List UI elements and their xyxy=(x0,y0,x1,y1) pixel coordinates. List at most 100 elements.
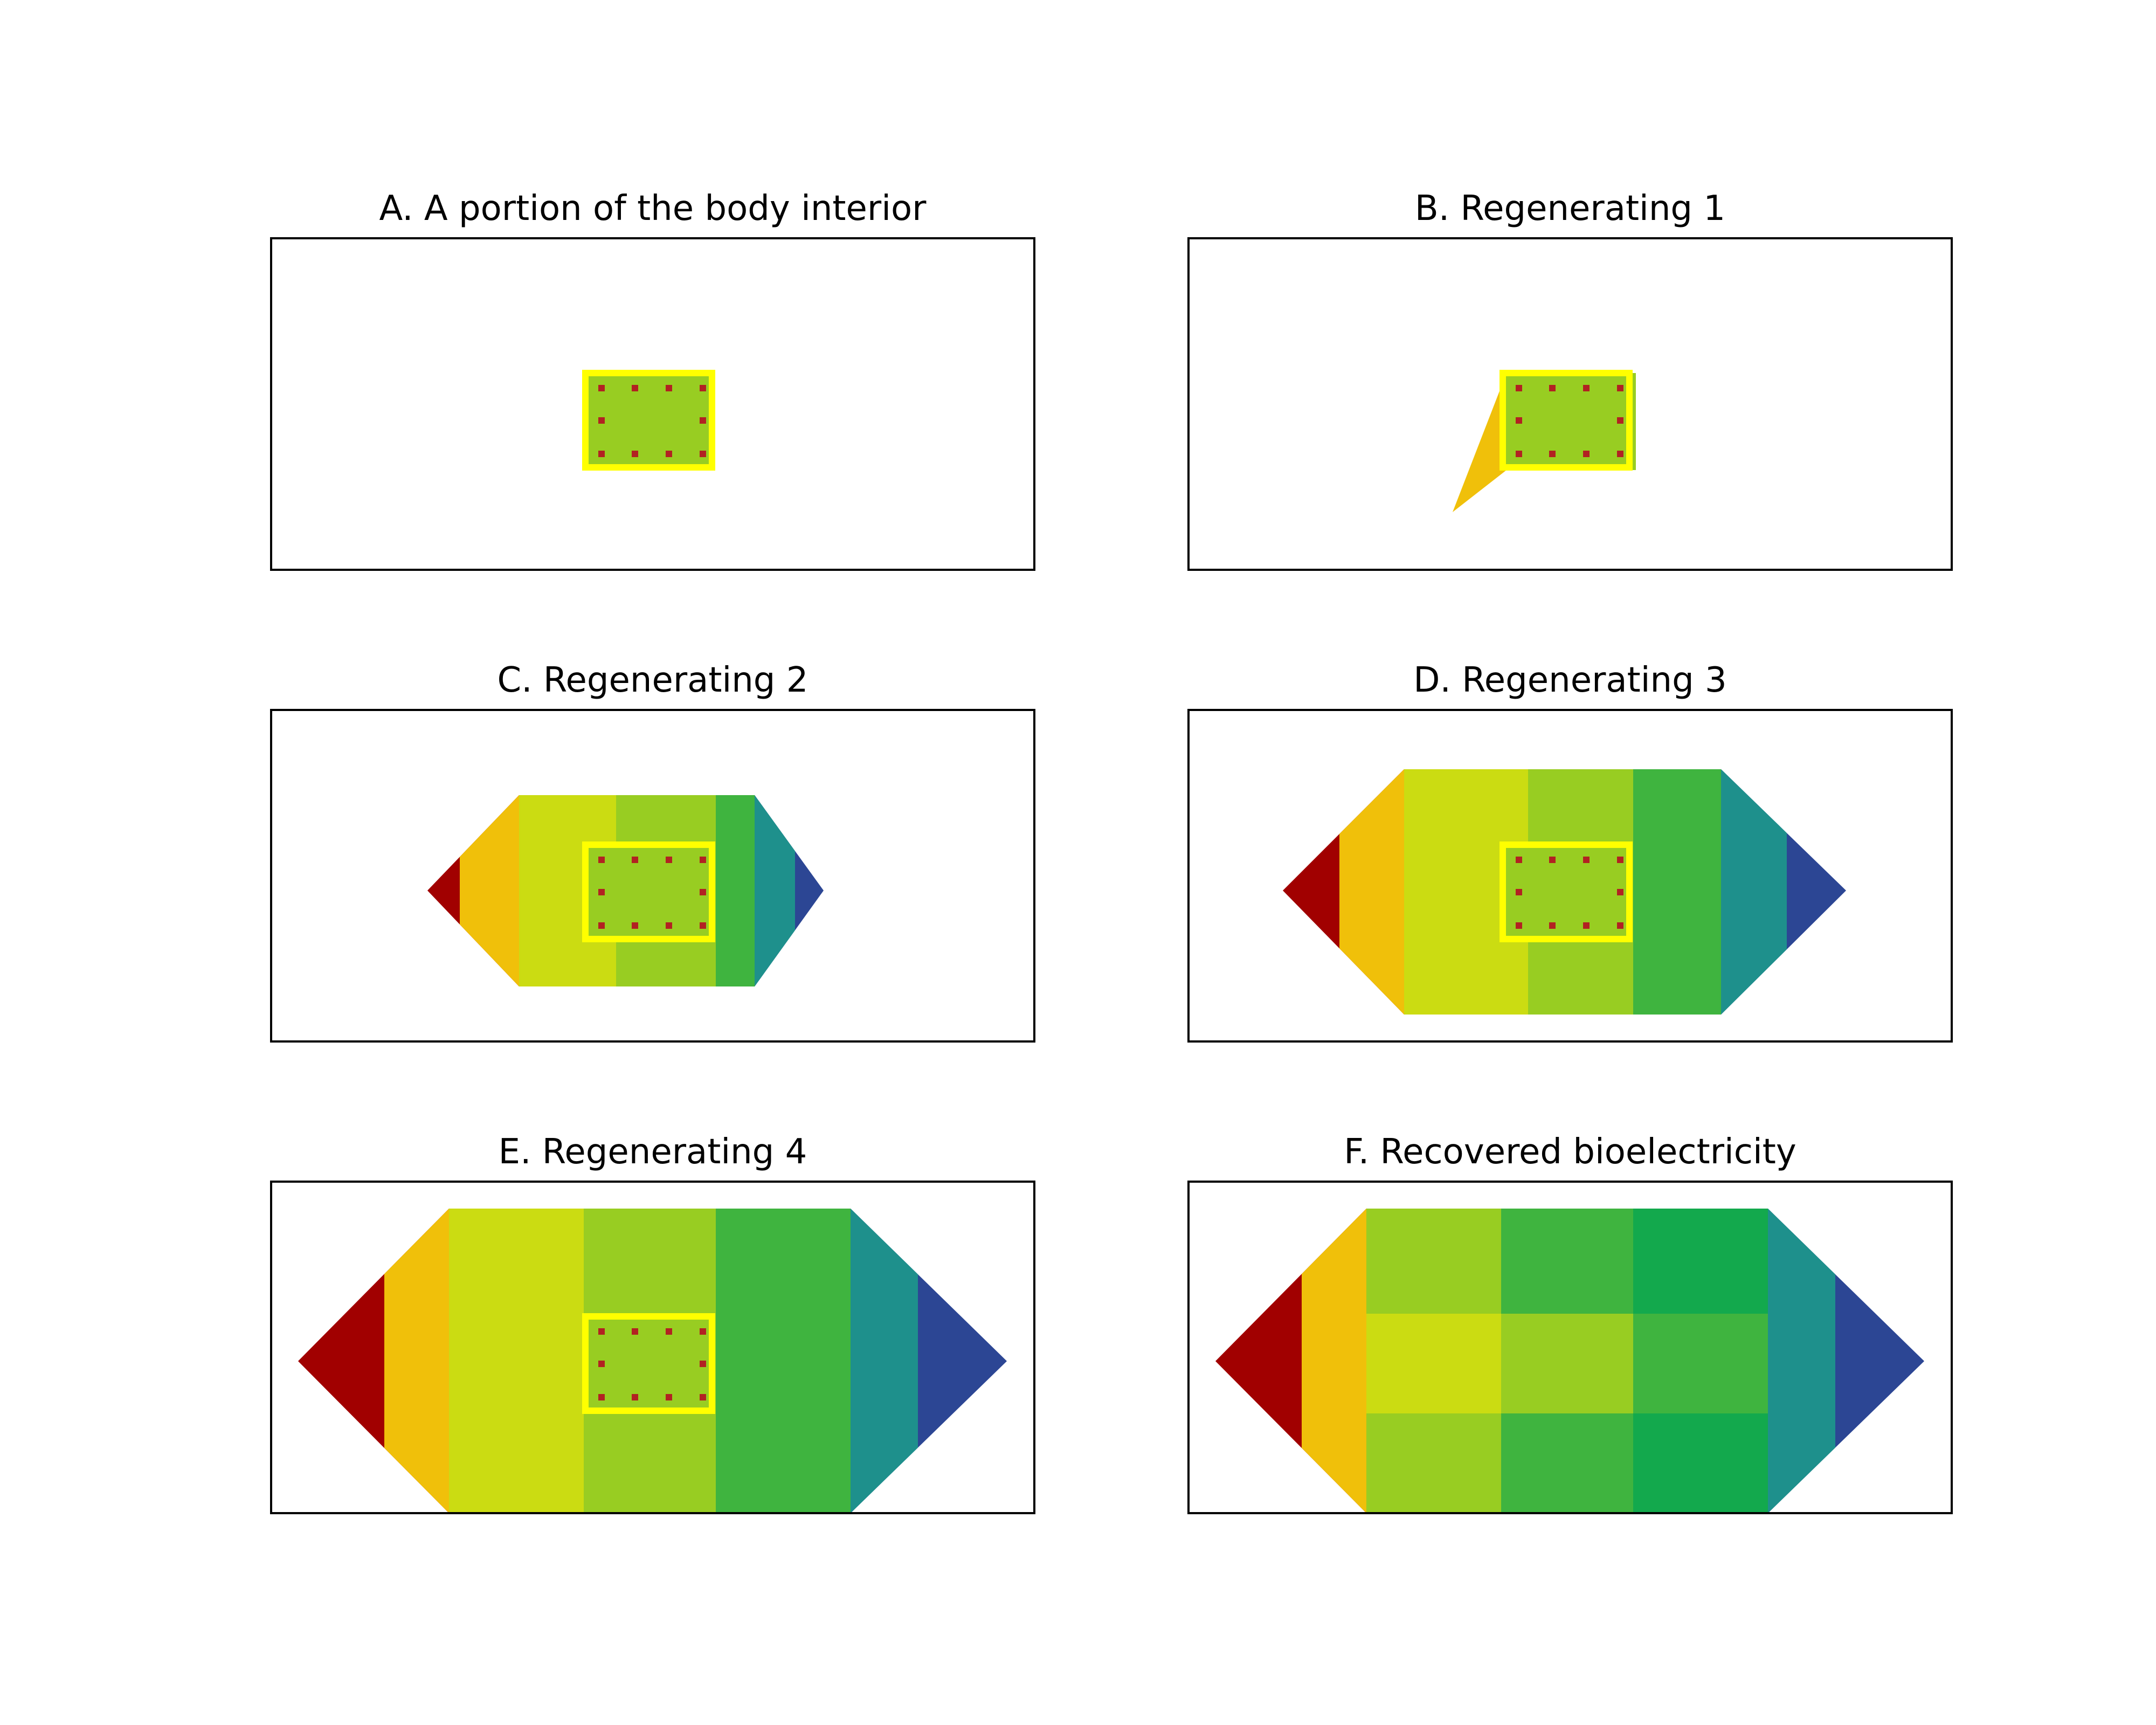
panel-1-center-outline xyxy=(1499,370,1633,471)
panel-2-band-2 xyxy=(716,795,755,986)
panel-b-shape xyxy=(1453,370,1636,512)
panel-4-cell-dot-9 xyxy=(700,1394,706,1400)
panel-0-cell-dot-8 xyxy=(700,417,706,424)
panel-0-cell-dot-7 xyxy=(700,385,706,391)
panel-3-cell-dot-4 xyxy=(1549,922,1556,929)
panel-1-cell-dot-2 xyxy=(1516,451,1522,457)
panel-e-shape xyxy=(298,1209,1007,1513)
panel-0-cell-dot-3 xyxy=(632,385,638,391)
panel-f: F. Recovered bioelectricity xyxy=(1187,1132,1953,1514)
panel-1-center-region xyxy=(1503,373,1629,467)
panel-1-cell-dot-3 xyxy=(1549,385,1556,391)
panel-d: D. Regenerating 3 xyxy=(1187,660,1953,1043)
panel-1-left-wedge-0 xyxy=(1453,373,1507,512)
panel-4-cell-dot-6 xyxy=(666,1394,672,1400)
panel-4-band-0 xyxy=(449,1209,584,1513)
panel-1-cell-dot-8 xyxy=(1617,417,1623,424)
panel-a-shape xyxy=(582,370,715,471)
panel-4-cell-dot-8 xyxy=(700,1361,706,1367)
panel-4-left-wedge-1 xyxy=(384,1209,449,1513)
panel-b-title: B. Regenerating 1 xyxy=(1415,189,1725,229)
panel-3-cell-dot-3 xyxy=(1549,857,1556,863)
panel-4-cell-dot-2 xyxy=(598,1394,605,1400)
panel-3-right-wedge-1 xyxy=(1721,769,1787,1015)
panel-e-frame xyxy=(270,1181,1035,1514)
panel-1-cell-dot-0 xyxy=(1516,385,1522,391)
panel-c-shape xyxy=(427,795,824,986)
panel-4-right-wedge-1 xyxy=(851,1209,918,1513)
panel-5-grid-cell-2-2 xyxy=(1633,1413,1768,1513)
panel-5-left-wedge-1 xyxy=(1302,1209,1366,1513)
panel-3-cell-dot-1 xyxy=(1516,889,1522,895)
panel-4-cell-dot-7 xyxy=(700,1328,706,1335)
panel-2-cell-dot-1 xyxy=(598,889,605,895)
panel-0-cell-dot-9 xyxy=(700,451,706,457)
panel-2-cell-dot-3 xyxy=(632,857,638,863)
panel-3-cell-dot-6 xyxy=(1583,922,1590,929)
panel-2-cell-dot-9 xyxy=(700,922,706,929)
panel-0-cell-dot-2 xyxy=(598,451,605,457)
panel-2-left-wedge-1 xyxy=(460,795,519,986)
panel-3-cell-dot-5 xyxy=(1583,857,1590,863)
panel-2-cell-dot-0 xyxy=(598,857,605,863)
panel-3-cell-dot-7 xyxy=(1617,857,1623,863)
panel-5-right-wedge-1 xyxy=(1768,1209,1835,1513)
panel-5-grid-cell-2-0 xyxy=(1633,1209,1768,1314)
panel-0-center-outline xyxy=(582,370,715,471)
panel-0-cell-dot-0 xyxy=(598,385,605,391)
panel-d-shape xyxy=(1283,769,1846,1015)
panel-f-frame xyxy=(1187,1181,1953,1514)
panel-5-grid-cell-0-1 xyxy=(1366,1314,1501,1413)
panel-4-cell-dot-5 xyxy=(666,1328,672,1335)
panel-0-center-region xyxy=(585,373,712,467)
panel-1-cell-dot-5 xyxy=(1583,385,1590,391)
panel-2-center-outline xyxy=(582,841,715,942)
panel-4-cell-dot-3 xyxy=(632,1328,638,1335)
panel-a-frame xyxy=(270,237,1035,571)
panel-5-grid-cell-2-1 xyxy=(1633,1314,1768,1413)
panel-5-grid-cell-1-2 xyxy=(1501,1413,1633,1513)
panel-e-title: E. Regenerating 4 xyxy=(499,1132,807,1172)
panel-2-cell-dot-4 xyxy=(632,922,638,929)
panel-2-cell-dot-6 xyxy=(666,922,672,929)
panel-0-cell-dot-6 xyxy=(666,451,672,457)
panel-2-right-wedge-1 xyxy=(755,795,795,986)
panel-0-cell-dot-5 xyxy=(666,385,672,391)
panel-d-title: D. Regenerating 3 xyxy=(1413,660,1727,700)
panel-f-shape xyxy=(1215,1209,1924,1513)
panel-2-cell-dot-7 xyxy=(700,857,706,863)
panel-4-cell-dot-1 xyxy=(598,1361,605,1367)
panel-d-frame xyxy=(1187,709,1953,1043)
panel-f-title: F. Recovered bioelectricity xyxy=(1344,1132,1796,1172)
panel-c-frame xyxy=(270,709,1035,1043)
panel-a-title: A. A portion of the body interior xyxy=(379,189,927,229)
panel-3-cell-dot-0 xyxy=(1516,857,1522,863)
panel-3-center-region xyxy=(1503,845,1629,939)
panel-1-cell-dot-1 xyxy=(1516,417,1522,424)
panel-2-cell-dot-8 xyxy=(700,889,706,895)
panel-5-grid-cell-1-0 xyxy=(1501,1209,1633,1314)
panel-1-cell-dot-4 xyxy=(1549,451,1556,457)
panel-4-center-region xyxy=(585,1316,712,1411)
panel-4-cell-dot-0 xyxy=(598,1328,605,1335)
panel-2-cell-dot-5 xyxy=(666,857,672,863)
panel-4-band-2 xyxy=(716,1209,851,1513)
panel-b-frame xyxy=(1187,237,1953,571)
panel-3-band-2 xyxy=(1633,769,1721,1015)
panel-3-left-wedge-1 xyxy=(1339,769,1404,1015)
panel-c: C. Regenerating 2 xyxy=(270,660,1035,1043)
panel-3-cell-dot-2 xyxy=(1516,922,1522,929)
panel-2-center-region xyxy=(585,845,712,939)
panel-e: E. Regenerating 4 xyxy=(270,1132,1035,1514)
panel-5-grid-cell-1-1 xyxy=(1501,1314,1633,1413)
panel-3-cell-dot-8 xyxy=(1617,889,1623,895)
panel-a: A. A portion of the body interior xyxy=(270,189,1035,571)
panel-5-grid-cell-0-0 xyxy=(1366,1209,1501,1314)
panel-5-grid-cell-0-2 xyxy=(1366,1413,1501,1513)
panel-3-cell-dot-9 xyxy=(1617,922,1623,929)
panel-4-cell-dot-4 xyxy=(632,1394,638,1400)
panel-0-cell-dot-1 xyxy=(598,417,605,424)
panel-1-cell-dot-9 xyxy=(1617,451,1623,457)
panel-b: B. Regenerating 1 xyxy=(1187,189,1953,571)
